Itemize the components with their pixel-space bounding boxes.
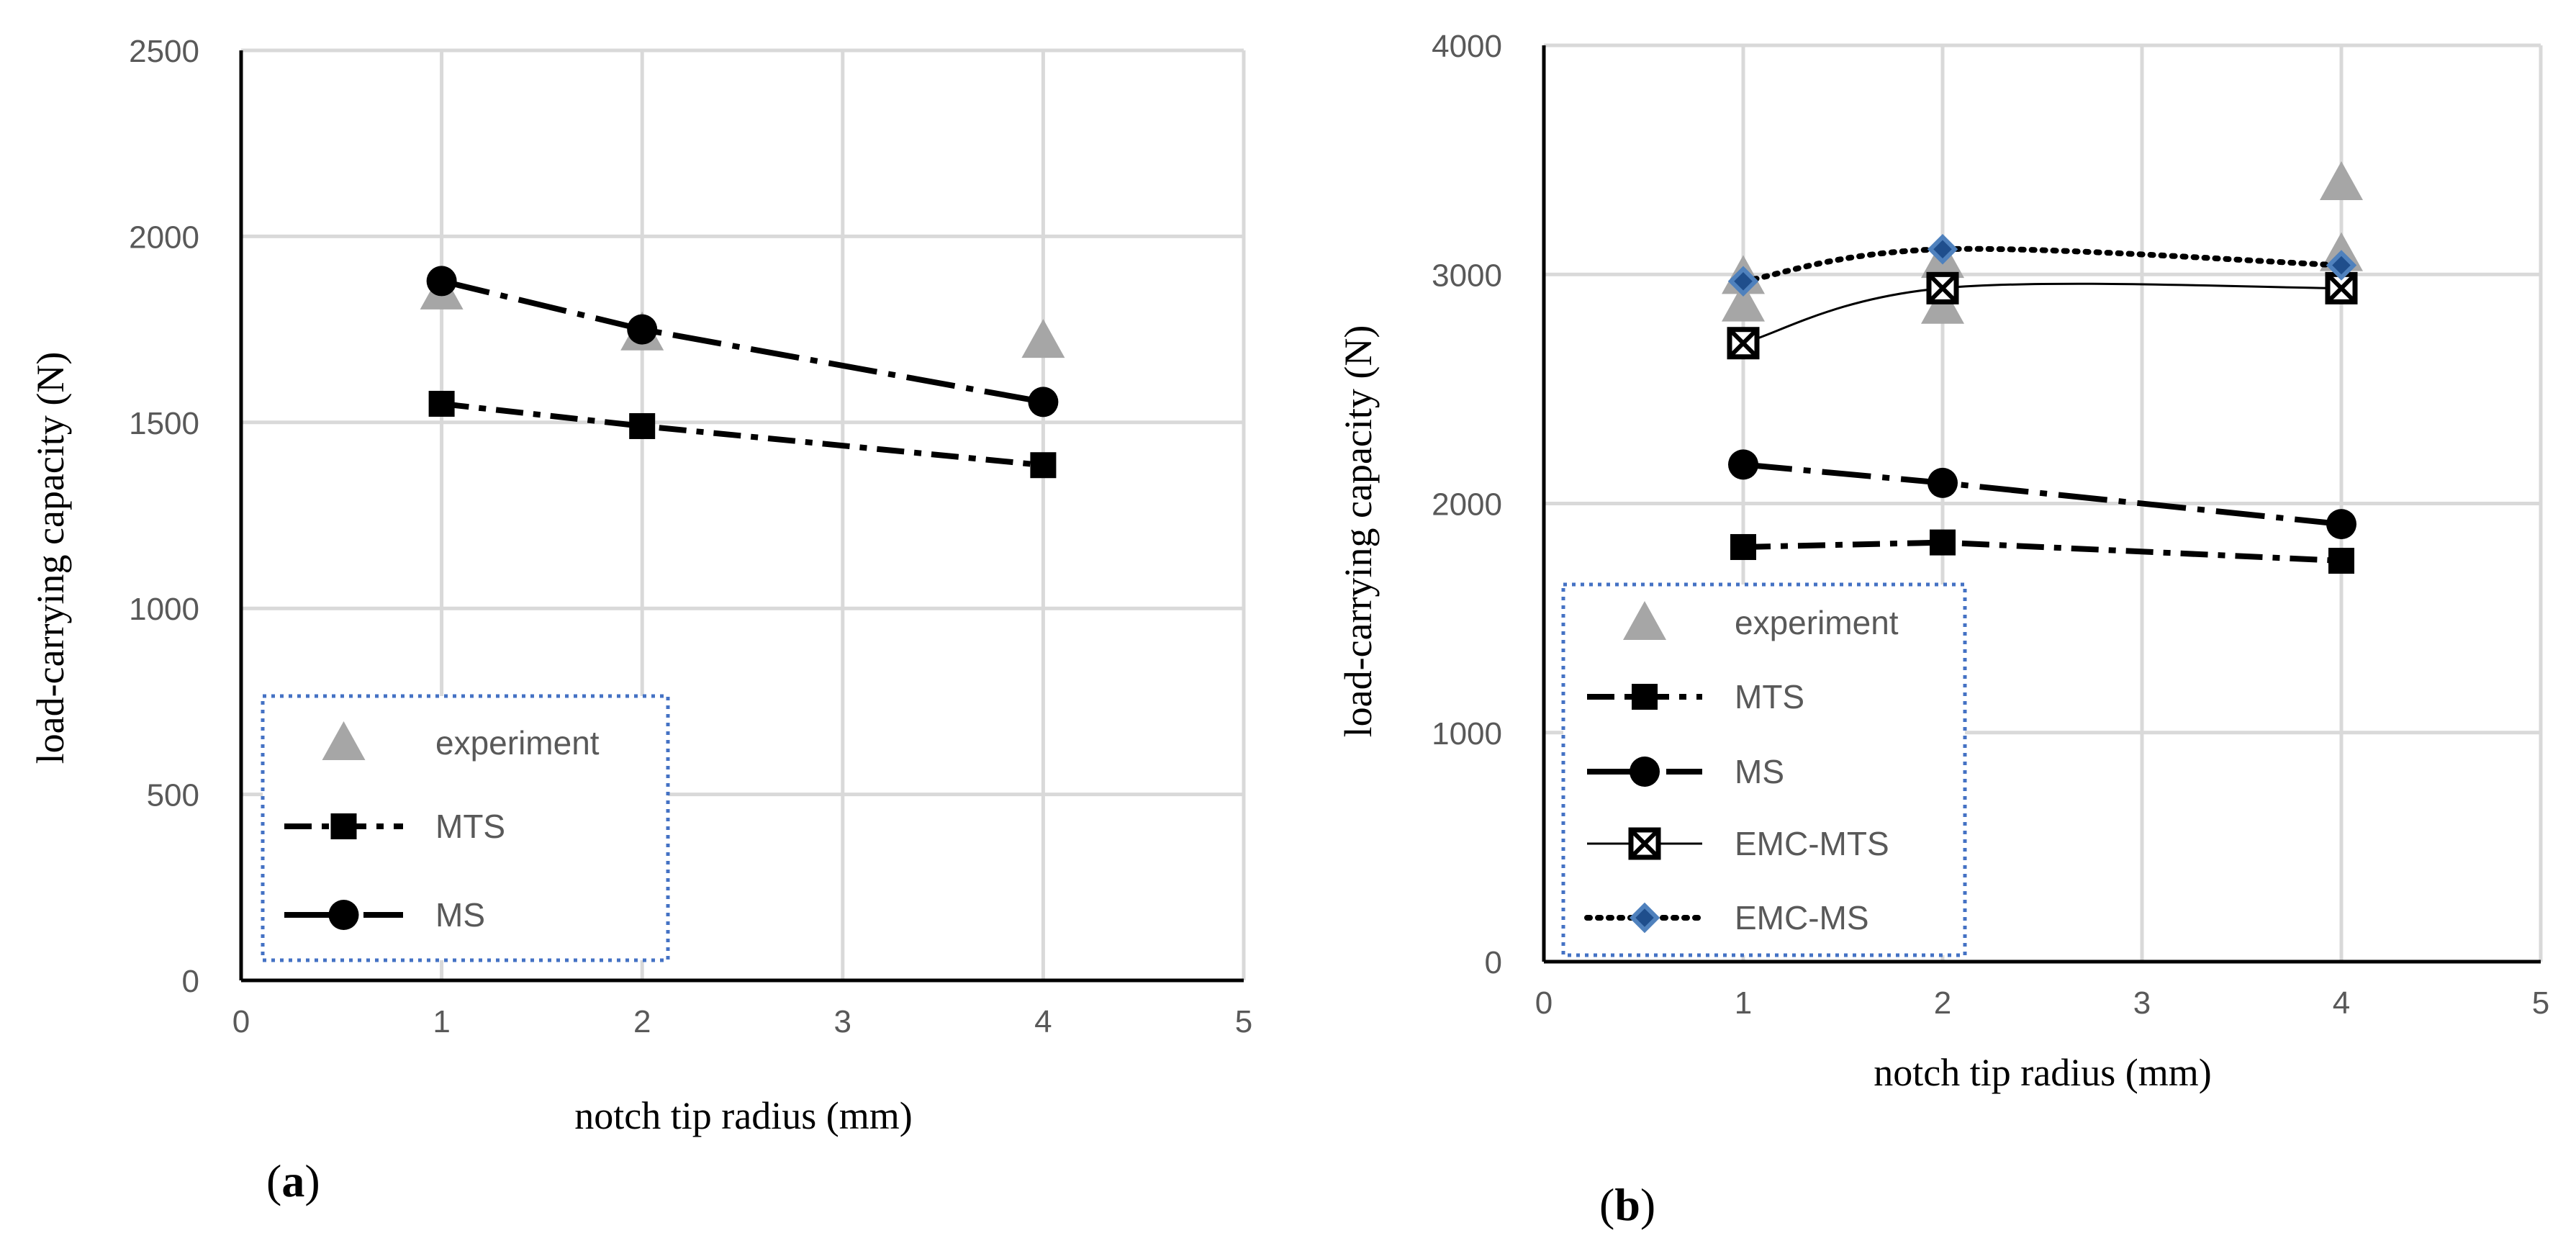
tick-labels: 0 1 2 3 4 5 0 1000 2000 3000 4000 <box>1432 29 2549 1021</box>
y-tick-label: 500 <box>147 778 199 813</box>
x-tick-label: 2 <box>1934 985 1951 1021</box>
data-point-experiment <box>1021 319 1065 358</box>
series-line-ms <box>440 278 1044 405</box>
legend-item-emc-ms: EMC-MS <box>1584 899 1869 936</box>
x-axis-title: notch tip radius (mm) <box>1874 1051 2211 1094</box>
x-tick-label: 1 <box>1735 985 1752 1021</box>
x-tick-label: 3 <box>834 1004 851 1039</box>
data-point-emc-ms <box>1727 266 1759 297</box>
x-tick-label: 4 <box>2333 985 2350 1021</box>
legend-marker-emc-mts <box>1628 827 1661 860</box>
y-tick-label: 2500 <box>129 34 199 69</box>
data-point-emc-ms <box>2326 250 2357 281</box>
series-line-ms <box>1743 461 2342 528</box>
data-point-mts <box>1730 533 1756 560</box>
data-point-mts <box>1030 452 1057 479</box>
x-axis-title: notch tip radius (mm) <box>574 1094 912 1137</box>
legend: experiment MTS MS <box>261 694 670 962</box>
data-point-ms <box>1928 467 1958 498</box>
series-line-emc-ms <box>1740 245 2344 284</box>
series-emc-ms <box>1727 233 2357 297</box>
legend-label-mts: MTS <box>435 808 505 845</box>
x-tick-label: 0 <box>1535 985 1553 1021</box>
legend-marker-experiment <box>322 721 366 760</box>
data-series <box>1722 161 2363 574</box>
x-tick-label: 0 <box>232 1004 250 1039</box>
series-experiment <box>1722 161 2363 324</box>
panel-label-a: (a) <box>266 1155 320 1206</box>
legend-label-ms: MS <box>435 896 485 934</box>
data-point-experiment <box>1722 282 1765 322</box>
x-tick-label: 4 <box>1034 1004 1052 1039</box>
legend-label-experiment: experiment <box>1735 604 1899 641</box>
series-ms <box>1728 449 2356 540</box>
data-point-ms <box>627 314 658 345</box>
legend-item-mts: MTS <box>1587 678 1804 715</box>
data-point-experiment <box>2320 161 2363 200</box>
data-point-mts <box>428 390 455 417</box>
axes <box>239 50 1244 983</box>
legend-marker-ms <box>1630 757 1660 787</box>
y-tick-label: 1500 <box>129 406 199 441</box>
y-tick-label: 0 <box>1485 945 1502 980</box>
legend-label-ms: MS <box>1735 753 1784 790</box>
x-tick-label: 2 <box>633 1004 651 1039</box>
series-ms <box>426 266 1059 417</box>
y-tick-label: 2000 <box>129 220 199 255</box>
series-mts <box>428 390 1057 479</box>
legend-label-mts: MTS <box>1735 678 1804 715</box>
data-point-ms <box>1728 449 1758 480</box>
y-tick-label: 1000 <box>129 592 199 627</box>
legend-label-experiment: experiment <box>435 724 600 762</box>
legend-label-emc-mts: EMC-MTS <box>1735 825 1889 862</box>
x-tick-label: 1 <box>433 1004 450 1039</box>
data-point-ms <box>1028 387 1059 417</box>
series-experiment <box>420 270 1065 358</box>
data-point-ms <box>2326 509 2356 540</box>
y-axis-title: load-carrying capacity (N) <box>29 352 72 764</box>
legend-item-ms: MS <box>1587 753 1784 790</box>
x-tick-label: 5 <box>2532 985 2549 1021</box>
data-point-emc-mts <box>1727 327 1760 360</box>
legend-marker-experiment <box>1623 601 1666 640</box>
legend-item-ms: MS <box>284 896 485 934</box>
x-tick-label: 3 <box>2133 985 2151 1021</box>
x-tick-label: 5 <box>1235 1004 1252 1039</box>
axes <box>1542 45 2541 964</box>
legend-item-mts: MTS <box>284 808 505 845</box>
y-tick-label: 1000 <box>1432 716 1502 751</box>
data-point-ms <box>426 266 457 297</box>
y-tick-label: 3000 <box>1432 258 1502 293</box>
panel-label-b: (b) <box>1599 1179 1655 1230</box>
data-point-mts <box>629 412 656 439</box>
legend-marker-emc-ms <box>1629 902 1660 934</box>
data-point-emc-ms <box>1927 233 1958 265</box>
legend-marker-mts <box>1632 684 1658 710</box>
chart-panel-a: 0 1 2 3 4 5 0 500 1000 1500 2000 2500 notch tip rad… <box>29 34 1252 1206</box>
legend-marker-mts <box>330 813 357 839</box>
y-axis-title: load-carrying capacity (N) <box>1337 325 1380 738</box>
data-point-emc-mts <box>1926 271 1959 304</box>
y-tick-label: 4000 <box>1432 29 1502 64</box>
series-mts <box>1730 529 2354 574</box>
chart-panel-b: 0 1 2 3 4 5 0 1000 2000 3000 4000 notch tip radius… <box>1337 29 2549 1230</box>
legend-marker-ms <box>328 900 359 930</box>
tick-labels: 0 1 2 3 4 5 0 500 1000 1500 2000 2500 <box>129 34 1252 1039</box>
data-series <box>420 266 1065 479</box>
series-line-emc-mts <box>1743 282 2342 345</box>
series-line-mts <box>441 400 1044 469</box>
legend-label-emc-ms: EMC-MS <box>1735 899 1869 936</box>
data-point-mts <box>2328 548 2354 574</box>
data-point-mts <box>1930 529 1956 556</box>
legend-item-emc-mts: EMC-MTS <box>1587 825 1889 862</box>
y-tick-label: 0 <box>182 964 199 999</box>
series-emc-mts <box>1727 271 2358 360</box>
y-tick-label: 2000 <box>1432 487 1502 523</box>
legend-item-experiment: experiment <box>1623 601 1899 641</box>
series-line-mts <box>1743 539 2342 564</box>
legend: experiment MTS MS EMC-MTS EMC-MS <box>1561 582 1967 957</box>
legend-item-experiment: experiment <box>322 721 600 762</box>
